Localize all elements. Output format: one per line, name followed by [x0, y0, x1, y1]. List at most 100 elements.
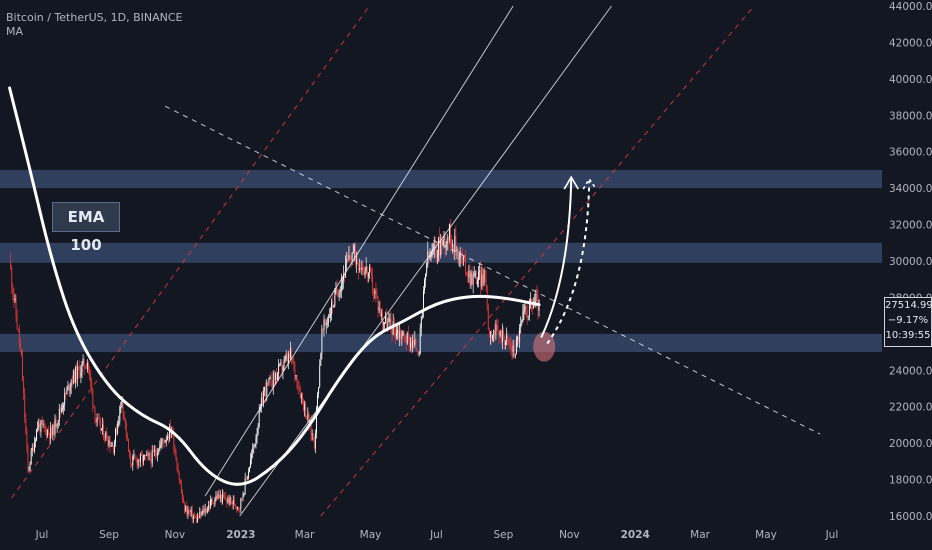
candle-body — [16, 316, 18, 329]
candle-body — [502, 330, 504, 340]
candle — [72, 369, 74, 385]
candle — [500, 328, 502, 346]
candle — [54, 414, 56, 437]
candle-body — [266, 382, 268, 397]
candle — [522, 304, 524, 323]
candle-body — [98, 418, 100, 420]
candle-body — [531, 299, 532, 304]
candle — [455, 225, 457, 256]
candle-body — [199, 511, 201, 518]
candle — [189, 509, 191, 516]
candle-body — [246, 477, 248, 479]
candle-body — [344, 274, 346, 278]
candle-body — [423, 290, 424, 312]
candle — [488, 327, 490, 339]
x-axis[interactable]: Jul Sep Nov 2023 Mar May Jul Sep Nov 2024 Mar May Ju… — [35, 529, 839, 541]
candle-body — [277, 373, 279, 380]
candle-body — [196, 516, 197, 523]
last-price-label: 27514.99 −9.17% 10:39:55 — [884, 297, 932, 347]
candle-body — [244, 478, 246, 494]
candle-body — [236, 506, 237, 509]
candle-body — [247, 471, 249, 478]
candle — [375, 282, 377, 303]
candle-body — [330, 314, 331, 317]
candle — [352, 243, 354, 254]
candle-body — [468, 270, 470, 278]
candle-body — [324, 319, 326, 326]
x-tick-label: May — [360, 529, 382, 541]
candle — [345, 255, 347, 278]
candle-body — [416, 348, 418, 352]
candle-body — [218, 493, 220, 498]
candle-body — [500, 330, 502, 343]
candle — [17, 328, 19, 332]
y-tick-label: 42000.00 — [889, 37, 932, 49]
candle — [68, 384, 70, 397]
last-price: 27514.99 — [885, 300, 932, 311]
candle — [402, 330, 404, 336]
candle — [58, 403, 60, 426]
candle-body — [352, 251, 354, 253]
candle-body — [83, 358, 85, 368]
candle-body — [71, 380, 73, 384]
candle — [240, 497, 242, 513]
candle — [427, 241, 429, 268]
candle-body — [227, 498, 229, 503]
candle-body — [428, 251, 430, 258]
candle — [420, 315, 422, 337]
candle — [419, 323, 421, 355]
candle — [524, 302, 526, 315]
x-tick-label: Jul — [429, 529, 443, 541]
candle — [80, 365, 82, 384]
y-axis[interactable]: 16000.00 18000.00 20000.00 22000.00 24000.00… — [889, 1, 932, 523]
candle-body — [117, 423, 119, 434]
candle-body — [306, 417, 308, 419]
candle — [56, 423, 58, 433]
candle — [314, 429, 316, 454]
candle-body — [134, 455, 136, 458]
candle-body — [495, 324, 497, 336]
candle — [243, 492, 245, 497]
candle-body — [39, 423, 41, 432]
candle — [249, 466, 250, 473]
indicator-label[interactable]: MA — [6, 25, 24, 38]
ema-layer — [8, 86, 541, 486]
candle — [29, 461, 31, 472]
symbol-title[interactable]: Bitcoin / TetherUS, 1D, BINANCE — [6, 11, 183, 24]
candle — [59, 405, 61, 418]
candle-body — [374, 291, 376, 294]
candle-body — [183, 500, 185, 503]
candle-body — [353, 245, 355, 252]
candle — [332, 292, 334, 314]
candle — [119, 405, 121, 426]
candle-body — [261, 397, 263, 404]
candle-body — [142, 455, 143, 462]
candle-body — [365, 266, 367, 270]
candle-body — [413, 340, 415, 345]
candle — [372, 267, 374, 296]
candle — [199, 507, 201, 519]
candle-body — [113, 442, 115, 453]
candle-body — [493, 330, 495, 335]
candle-layer — [10, 219, 540, 524]
candle-body — [125, 422, 127, 437]
candle-body — [280, 362, 282, 364]
candle-body — [270, 377, 272, 387]
candle-body — [122, 400, 124, 414]
candle — [91, 377, 93, 395]
candle — [494, 323, 496, 342]
candle-body — [478, 271, 480, 280]
candle — [61, 403, 62, 414]
candle — [336, 279, 338, 297]
candle — [162, 437, 164, 447]
candle — [233, 495, 235, 506]
candle-body — [404, 335, 406, 343]
candle-body — [474, 273, 476, 275]
candle — [531, 298, 532, 312]
candle-body — [512, 345, 514, 353]
candle-body — [38, 423, 40, 428]
candle-body — [467, 275, 469, 278]
candle-body — [528, 300, 530, 316]
candle-body — [367, 272, 369, 277]
